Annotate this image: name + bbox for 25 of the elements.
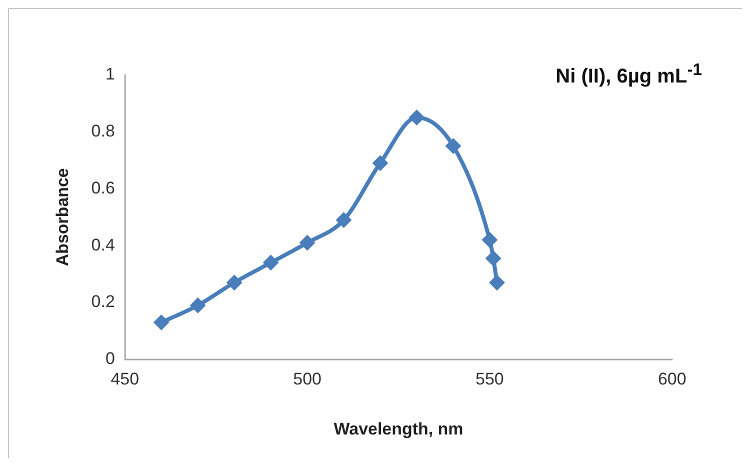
point [262, 254, 279, 271]
point [190, 297, 206, 314]
point [336, 212, 352, 228]
point [408, 110, 425, 126]
x-tick-label: 450 [110, 369, 140, 388]
x-tick-label: 550 [476, 369, 504, 388]
point [488, 274, 505, 291]
x-tick-label: 600 [658, 369, 686, 388]
point [299, 234, 316, 251]
y-tick-label: 0.8 [91, 121, 115, 140]
point [226, 274, 242, 291]
point [445, 138, 462, 154]
y-tick-label: 0.4 [91, 235, 115, 254]
y-tick-label: 0 [105, 349, 115, 368]
chart-title: Ni (II), 6µg mL$^{-1}$ [556, 60, 702, 89]
point [485, 250, 502, 266]
point [482, 232, 498, 248]
x-tick-label: 500 [293, 369, 322, 388]
y-tick-label: 0.6 [91, 178, 115, 198]
y-tick-label: 0.2 [91, 292, 115, 312]
point [153, 314, 170, 330]
point [372, 155, 388, 172]
x-axis-title: Wavelength, nm [334, 420, 464, 439]
y-tick-label: 1 [105, 64, 115, 84]
y-axis-title: Absorbance [52, 168, 72, 266]
